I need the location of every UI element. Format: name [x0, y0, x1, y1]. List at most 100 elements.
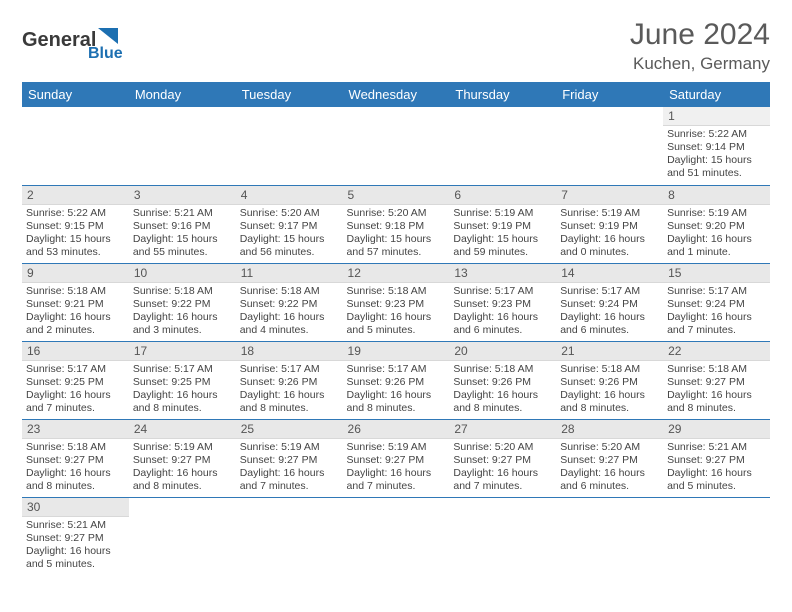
daylight-text: Daylight: 16 hours and 4 minutes.: [240, 311, 339, 337]
calendar-cell: 9Sunrise: 5:18 AMSunset: 9:21 PMDaylight…: [22, 263, 129, 341]
calendar-cell: 20Sunrise: 5:18 AMSunset: 9:26 PMDayligh…: [449, 341, 556, 419]
sunset-text: Sunset: 9:20 PM: [667, 220, 766, 233]
daylight-text: Daylight: 16 hours and 5 minutes.: [347, 311, 446, 337]
day-details: Sunrise: 5:19 AMSunset: 9:19 PMDaylight:…: [449, 205, 556, 263]
calendar-row: 2Sunrise: 5:22 AMSunset: 9:15 PMDaylight…: [22, 185, 770, 263]
sunrise-text: Sunrise: 5:20 AM: [240, 207, 339, 220]
daylight-text: Daylight: 15 hours and 53 minutes.: [26, 233, 125, 259]
sunset-text: Sunset: 9:16 PM: [133, 220, 232, 233]
day-number: 2: [22, 186, 129, 205]
calendar-cell: [663, 497, 770, 575]
calendar-cell: 5Sunrise: 5:20 AMSunset: 9:18 PMDaylight…: [343, 185, 450, 263]
calendar-cell: 25Sunrise: 5:19 AMSunset: 9:27 PMDayligh…: [236, 419, 343, 497]
day-number: 18: [236, 342, 343, 361]
calendar-row: 30Sunrise: 5:21 AMSunset: 9:27 PMDayligh…: [22, 497, 770, 575]
sunset-text: Sunset: 9:25 PM: [133, 376, 232, 389]
daylight-text: Daylight: 15 hours and 59 minutes.: [453, 233, 552, 259]
calendar-cell: [129, 107, 236, 185]
daylight-text: Daylight: 16 hours and 7 minutes.: [347, 467, 446, 493]
calendar-cell: [236, 497, 343, 575]
sunset-text: Sunset: 9:19 PM: [560, 220, 659, 233]
day-number: 1: [663, 107, 770, 126]
calendar-cell: 28Sunrise: 5:20 AMSunset: 9:27 PMDayligh…: [556, 419, 663, 497]
calendar-cell: 8Sunrise: 5:19 AMSunset: 9:20 PMDaylight…: [663, 185, 770, 263]
sunset-text: Sunset: 9:19 PM: [453, 220, 552, 233]
calendar-cell: 12Sunrise: 5:18 AMSunset: 9:23 PMDayligh…: [343, 263, 450, 341]
daylight-text: Daylight: 16 hours and 0 minutes.: [560, 233, 659, 259]
day-number: 9: [22, 264, 129, 283]
day-number: 22: [663, 342, 770, 361]
calendar-row: 1Sunrise: 5:22 AMSunset: 9:14 PMDaylight…: [22, 107, 770, 185]
calendar-cell: [556, 497, 663, 575]
weekday-header: Saturday: [663, 82, 770, 107]
daylight-text: Daylight: 15 hours and 51 minutes.: [667, 154, 766, 180]
day-details: Sunrise: 5:19 AMSunset: 9:27 PMDaylight:…: [129, 439, 236, 497]
weekday-header-row: Sunday Monday Tuesday Wednesday Thursday…: [22, 82, 770, 107]
day-number: 25: [236, 420, 343, 439]
daylight-text: Daylight: 16 hours and 8 minutes.: [453, 389, 552, 415]
sunrise-text: Sunrise: 5:19 AM: [453, 207, 552, 220]
day-details: Sunrise: 5:22 AMSunset: 9:14 PMDaylight:…: [663, 126, 770, 184]
sunrise-text: Sunrise: 5:18 AM: [26, 441, 125, 454]
calendar-cell: 11Sunrise: 5:18 AMSunset: 9:22 PMDayligh…: [236, 263, 343, 341]
calendar-cell: 23Sunrise: 5:18 AMSunset: 9:27 PMDayligh…: [22, 419, 129, 497]
sunrise-text: Sunrise: 5:20 AM: [453, 441, 552, 454]
sunset-text: Sunset: 9:27 PM: [667, 376, 766, 389]
sunset-text: Sunset: 9:27 PM: [453, 454, 552, 467]
calendar-cell: [236, 107, 343, 185]
day-number: 14: [556, 264, 663, 283]
day-details: Sunrise: 5:17 AMSunset: 9:23 PMDaylight:…: [449, 283, 556, 341]
day-details: Sunrise: 5:18 AMSunset: 9:27 PMDaylight:…: [22, 439, 129, 497]
daylight-text: Daylight: 15 hours and 55 minutes.: [133, 233, 232, 259]
weekday-header: Sunday: [22, 82, 129, 107]
day-details: Sunrise: 5:19 AMSunset: 9:20 PMDaylight:…: [663, 205, 770, 263]
sunrise-text: Sunrise: 5:22 AM: [26, 207, 125, 220]
sunset-text: Sunset: 9:27 PM: [133, 454, 232, 467]
day-number: 10: [129, 264, 236, 283]
daylight-text: Daylight: 16 hours and 1 minute.: [667, 233, 766, 259]
daylight-text: Daylight: 16 hours and 8 minutes.: [347, 389, 446, 415]
day-details: Sunrise: 5:17 AMSunset: 9:24 PMDaylight:…: [663, 283, 770, 341]
calendar-cell: [449, 107, 556, 185]
sunrise-text: Sunrise: 5:18 AM: [133, 285, 232, 298]
day-number: 8: [663, 186, 770, 205]
sunrise-text: Sunrise: 5:17 AM: [667, 285, 766, 298]
calendar-cell: 6Sunrise: 5:19 AMSunset: 9:19 PMDaylight…: [449, 185, 556, 263]
sunrise-text: Sunrise: 5:20 AM: [560, 441, 659, 454]
sunrise-text: Sunrise: 5:17 AM: [240, 363, 339, 376]
calendar-cell: 10Sunrise: 5:18 AMSunset: 9:22 PMDayligh…: [129, 263, 236, 341]
sunset-text: Sunset: 9:23 PM: [453, 298, 552, 311]
day-details: Sunrise: 5:18 AMSunset: 9:22 PMDaylight:…: [129, 283, 236, 341]
weekday-header: Monday: [129, 82, 236, 107]
sunrise-text: Sunrise: 5:22 AM: [667, 128, 766, 141]
daylight-text: Daylight: 16 hours and 6 minutes.: [453, 311, 552, 337]
sunset-text: Sunset: 9:15 PM: [26, 220, 125, 233]
calendar-cell: 21Sunrise: 5:18 AMSunset: 9:26 PMDayligh…: [556, 341, 663, 419]
brand-logo: General Blue: [22, 24, 142, 65]
day-details: Sunrise: 5:21 AMSunset: 9:27 PMDaylight:…: [22, 517, 129, 575]
calendar-cell: [343, 107, 450, 185]
daylight-text: Daylight: 15 hours and 57 minutes.: [347, 233, 446, 259]
calendar-cell: [449, 497, 556, 575]
day-number: 26: [343, 420, 450, 439]
day-details: Sunrise: 5:20 AMSunset: 9:18 PMDaylight:…: [343, 205, 450, 263]
sunrise-text: Sunrise: 5:19 AM: [133, 441, 232, 454]
sunrise-text: Sunrise: 5:18 AM: [347, 285, 446, 298]
sunrise-text: Sunrise: 5:17 AM: [560, 285, 659, 298]
calendar-cell: 15Sunrise: 5:17 AMSunset: 9:24 PMDayligh…: [663, 263, 770, 341]
day-number: 27: [449, 420, 556, 439]
daylight-text: Daylight: 16 hours and 2 minutes.: [26, 311, 125, 337]
calendar-cell: 27Sunrise: 5:20 AMSunset: 9:27 PMDayligh…: [449, 419, 556, 497]
sunrise-text: Sunrise: 5:18 AM: [26, 285, 125, 298]
daylight-text: Daylight: 15 hours and 56 minutes.: [240, 233, 339, 259]
day-details: Sunrise: 5:18 AMSunset: 9:26 PMDaylight:…: [449, 361, 556, 419]
daylight-text: Daylight: 16 hours and 6 minutes.: [560, 311, 659, 337]
calendar-cell: 13Sunrise: 5:17 AMSunset: 9:23 PMDayligh…: [449, 263, 556, 341]
day-details: Sunrise: 5:18 AMSunset: 9:22 PMDaylight:…: [236, 283, 343, 341]
daylight-text: Daylight: 16 hours and 8 minutes.: [240, 389, 339, 415]
sunrise-text: Sunrise: 5:17 AM: [26, 363, 125, 376]
day-number: 17: [129, 342, 236, 361]
daylight-text: Daylight: 16 hours and 8 minutes.: [133, 389, 232, 415]
sunrise-text: Sunrise: 5:21 AM: [667, 441, 766, 454]
daylight-text: Daylight: 16 hours and 5 minutes.: [26, 545, 125, 571]
